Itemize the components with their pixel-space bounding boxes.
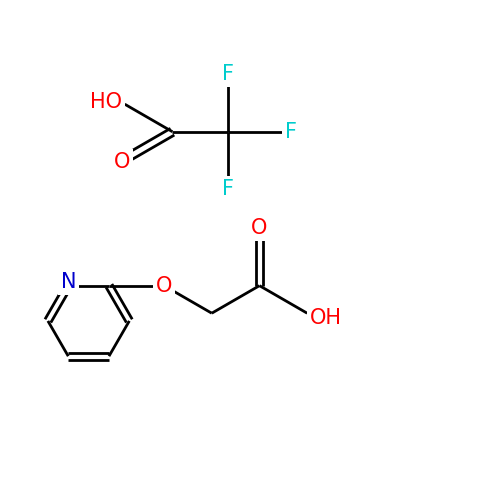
Text: O: O <box>114 152 130 171</box>
Text: OH: OH <box>309 308 342 328</box>
Text: F: F <box>221 179 234 199</box>
Text: HO: HO <box>91 92 122 112</box>
Text: N: N <box>60 272 76 292</box>
Text: F: F <box>285 122 297 142</box>
Text: O: O <box>251 218 268 238</box>
Text: F: F <box>221 64 234 84</box>
Text: O: O <box>156 276 172 296</box>
